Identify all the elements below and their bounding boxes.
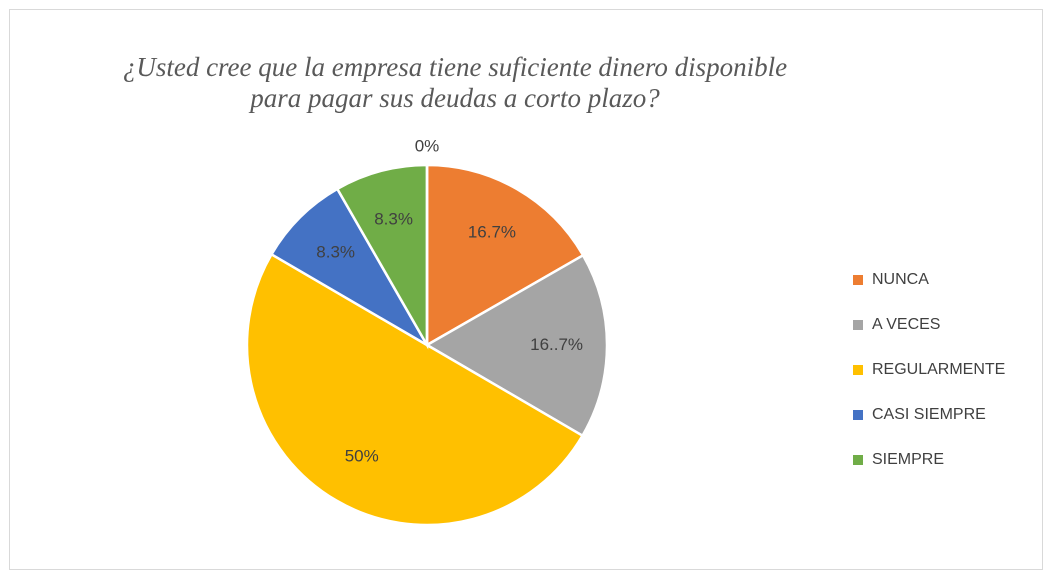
pie-slice [245,252,585,527]
data-label: 8.3% [374,209,413,228]
legend-swatch [853,410,863,420]
pie-slice [269,187,431,349]
legend-swatch [853,275,863,285]
legend-label: REGULARMENTE [872,361,1005,378]
legend-label: SIEMPRE [872,451,944,468]
data-label: 0% [415,136,440,155]
legend-swatch [853,320,863,330]
pie-slice [335,163,429,350]
legend-swatch [853,365,863,375]
legend-label: NUNCA [872,271,929,288]
pie-slice [425,163,585,348]
data-label: 50% [345,446,379,465]
legend-label: A VECES [872,316,940,333]
legend-swatch [853,455,863,465]
data-label: 8.3% [316,243,355,262]
data-label: 16.7% [468,222,516,241]
chart-title: para pagar sus deudas a corto plazo? [248,83,660,113]
data-label: 16..7% [530,335,583,354]
chart-title: ¿Usted cree que la empresa tiene suficie… [123,52,787,82]
legend-label: CASI SIEMPRE [872,406,986,423]
pie-slice [424,253,609,438]
